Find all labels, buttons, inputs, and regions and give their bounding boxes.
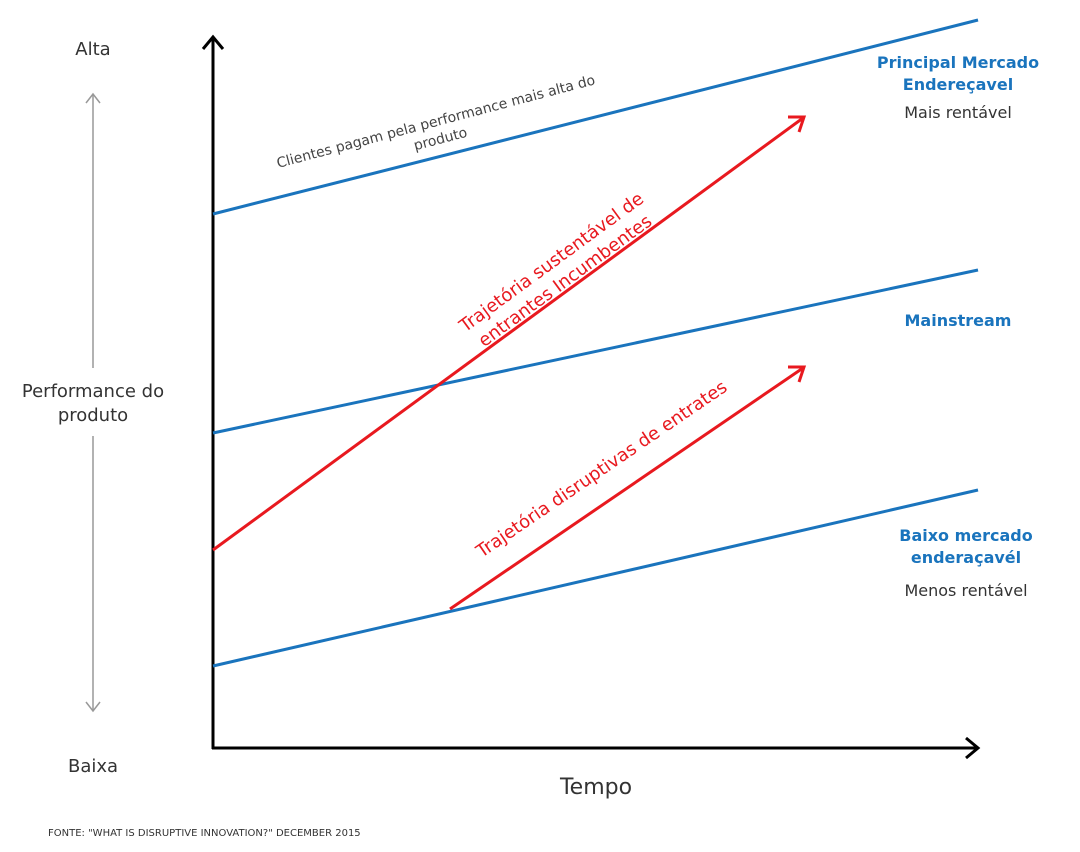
top-market-label-line1: Principal Mercado xyxy=(877,53,1039,72)
y-high-label: Alta xyxy=(75,39,110,60)
low-market-label-line2: enderaçavél xyxy=(911,548,1021,567)
low-market-line xyxy=(212,488,979,668)
clients-note: Clientes pagam pela performance mais alt… xyxy=(275,72,597,171)
x-axis-arrowhead xyxy=(965,736,981,760)
y-axis-title-line2: produto xyxy=(58,405,128,426)
high-market-line xyxy=(212,18,979,216)
y-low-label: Baixa xyxy=(68,756,118,777)
mainstream-line xyxy=(212,268,979,435)
low-market-sub: Menos rentável xyxy=(904,581,1027,600)
low-market-label-line1: Baixo mercado xyxy=(899,526,1033,545)
disruptive-trajectory-label: Trajetória disruptivas de entrates xyxy=(472,377,731,563)
top-market-label-line2: Endereçavel xyxy=(903,75,1013,94)
sustaining-trajectory-label: Trajetória sustentável de entrantes Incu… xyxy=(455,188,657,352)
sustaining-arrowhead xyxy=(788,115,807,133)
disruptive-trajectory-arrow xyxy=(449,366,804,611)
scale-down-arrowhead xyxy=(85,701,101,713)
y-axis-arrowhead xyxy=(201,34,225,50)
disruptive-arrowhead xyxy=(788,365,807,383)
sustaining-label-line2: entrantes Incumbentes xyxy=(475,211,657,352)
x-axis-title: Tempo xyxy=(559,775,632,800)
sustaining-label-line1: Trajetória sustentável de xyxy=(455,188,648,337)
y-axis-title-line1: Performance do xyxy=(22,381,164,402)
mainstream-label: Mainstream xyxy=(905,311,1012,330)
source-note: FONTE: "WHAT IS DISRUPTIVE INNOVATION?" … xyxy=(48,828,361,839)
top-market-sub: Mais rentável xyxy=(904,103,1012,122)
scale-up-arrowhead xyxy=(85,92,101,104)
sustaining-trajectory-arrow xyxy=(212,116,804,552)
